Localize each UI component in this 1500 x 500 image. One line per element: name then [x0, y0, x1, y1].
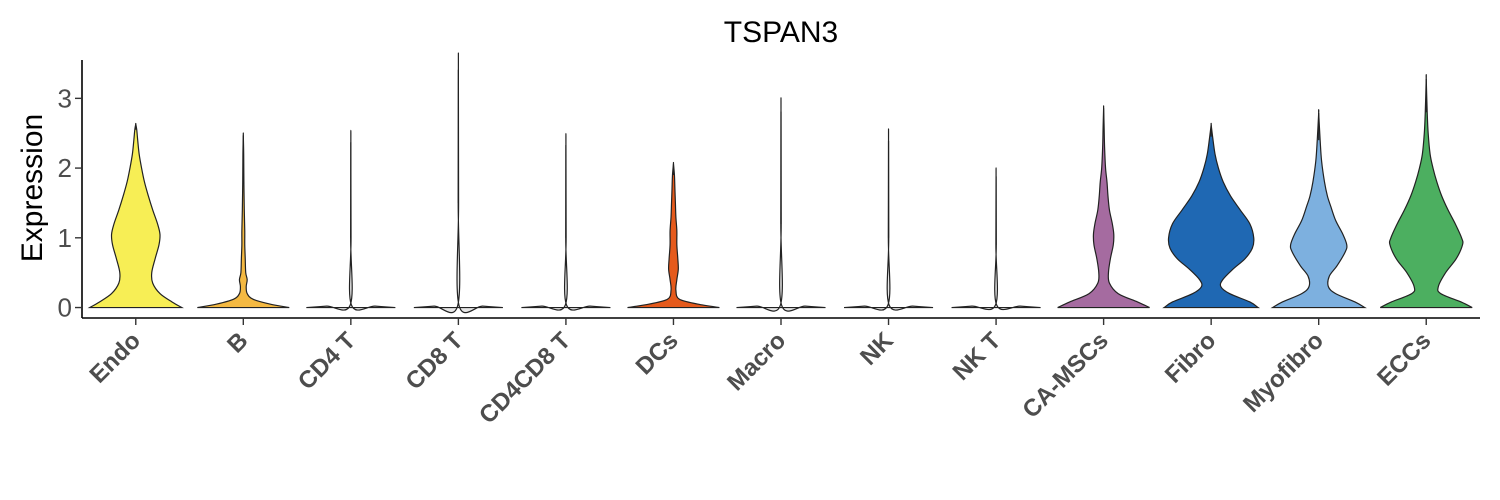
x-tick-label-nk: NK — [855, 327, 899, 371]
x-tick-label-ca-mscs: CA-MSCs — [1017, 327, 1113, 423]
violin-endo — [87, 122, 184, 309]
x-tick-label-cd4-t: CD4 T — [293, 327, 361, 395]
violin-myofibro — [1270, 108, 1367, 309]
violin-dcs — [627, 161, 720, 309]
y-axis: 0 1 2 3 — [58, 60, 83, 323]
violin-ca-mscs — [1057, 105, 1150, 309]
y-tick-label: 3 — [58, 83, 72, 113]
y-axis-label: Expression — [16, 114, 49, 262]
x-tick-label-b: B — [222, 327, 253, 358]
x-tick-label-cd4cd8-t: CD4CD8 T — [474, 327, 576, 429]
y-tick-label: 0 — [58, 293, 72, 323]
chart-title: TSPAN3 — [724, 16, 838, 49]
x-tick-label-endo: Endo — [84, 327, 146, 389]
x-tick-label-eccs: ECCs — [1372, 327, 1436, 391]
violin-b — [197, 132, 290, 309]
x-tick-label-myofibro: Myofibro — [1238, 327, 1329, 418]
y-tick-label: 1 — [58, 223, 72, 253]
x-tick-label-macro: Macro — [722, 327, 791, 396]
x-tick-label-cd8-t: CD8 T — [401, 327, 469, 395]
y-tick-label: 2 — [58, 153, 72, 183]
x-tick-label-fibro: Fibro — [1160, 327, 1222, 389]
violin-fibro — [1162, 122, 1261, 309]
x-axis: Endo B CD4 T CD8 T CD4CD8 T DCs Macro NK NK T CA-… — [82, 317, 1480, 429]
x-tick-label-nk-t: NK T — [948, 327, 1007, 386]
violin-eccs — [1379, 74, 1473, 309]
x-tick-label-dcs: DCs — [631, 327, 684, 380]
violin-group — [87, 52, 1473, 314]
